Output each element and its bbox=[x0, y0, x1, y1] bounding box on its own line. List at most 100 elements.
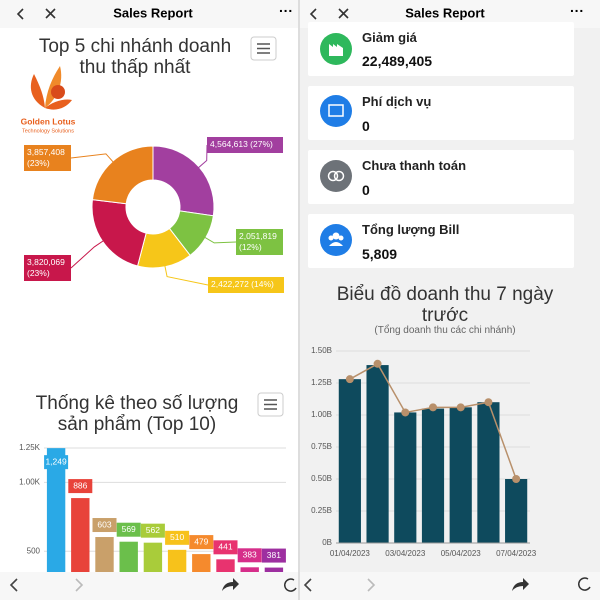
bar bbox=[143, 542, 163, 572]
x-tick-label: 03/04/2023 bbox=[385, 549, 426, 558]
label-connector bbox=[196, 144, 208, 170]
card-label: Giảm giá bbox=[362, 30, 417, 45]
data-label: 4,564,613 (27%) bbox=[207, 137, 283, 153]
chart-subtitle: (Tổng doanh thu các chi nhánh) bbox=[374, 325, 516, 336]
label-connector bbox=[70, 153, 115, 164]
data-label-box bbox=[165, 530, 190, 545]
more-button[interactable]: ··· bbox=[279, 3, 293, 19]
left-toolbar bbox=[0, 572, 298, 600]
menu-button[interactable] bbox=[257, 392, 284, 417]
data-label-box bbox=[116, 522, 141, 537]
data-label: 562 bbox=[146, 525, 160, 535]
y-tick-label: 1.50B bbox=[311, 346, 332, 355]
data-label: 603 bbox=[97, 519, 111, 529]
card-icon bbox=[320, 160, 352, 192]
x-tick-label: 05/04/2023 bbox=[441, 549, 482, 558]
label-connector bbox=[202, 235, 237, 244]
header-title: Sales Report bbox=[405, 5, 485, 20]
card bbox=[308, 214, 574, 268]
nav-forward[interactable] bbox=[75, 578, 84, 592]
data-label: 2,422,272 (14%) bbox=[208, 277, 284, 293]
y-tick-label: 0.50B bbox=[311, 474, 332, 483]
bar bbox=[505, 479, 528, 543]
y-tick-label: 1.25K bbox=[19, 443, 41, 452]
right-toolbar bbox=[300, 572, 600, 600]
y-tick-label: 0.25B bbox=[311, 506, 332, 515]
card-label: Tổng lượng Bill bbox=[362, 222, 460, 237]
bar bbox=[216, 559, 235, 572]
bar bbox=[394, 412, 417, 543]
line-point bbox=[345, 375, 354, 384]
card-label: Chưa thanh toán bbox=[362, 158, 467, 173]
card-value: 22,489,405 bbox=[362, 53, 433, 69]
reload-button[interactable] bbox=[578, 577, 591, 591]
nav-forward[interactable] bbox=[367, 578, 376, 592]
share-button[interactable] bbox=[512, 578, 529, 591]
logo-name: Golden Lotus bbox=[21, 116, 76, 126]
donut-slice bbox=[91, 145, 154, 205]
data-label-box bbox=[68, 479, 93, 494]
donut-slice bbox=[152, 145, 215, 217]
nav-back[interactable] bbox=[9, 578, 18, 592]
close-button[interactable] bbox=[45, 8, 56, 19]
logo-tagline: Technology Solutions bbox=[22, 128, 74, 134]
bar bbox=[240, 567, 259, 572]
reload-button[interactable] bbox=[284, 578, 297, 592]
data-label: 1,249 bbox=[45, 456, 67, 466]
bar bbox=[421, 408, 445, 543]
chart-title: Biểu đồ doanh thu 7 ngày trước bbox=[336, 284, 554, 326]
card-icon bbox=[320, 95, 352, 127]
data-label: 381 bbox=[267, 550, 281, 560]
label-connector bbox=[70, 239, 106, 269]
data-label: 569 bbox=[122, 524, 136, 534]
bar bbox=[119, 541, 138, 572]
data-label: 383 bbox=[243, 550, 257, 560]
y-tick-label: 1.00K bbox=[19, 478, 41, 487]
bar bbox=[477, 402, 500, 543]
bar bbox=[46, 448, 66, 572]
share-button[interactable] bbox=[222, 578, 239, 591]
bar bbox=[338, 379, 361, 543]
bar bbox=[264, 567, 284, 572]
line-point bbox=[484, 398, 493, 407]
y-tick-label: 1.00B bbox=[311, 410, 332, 419]
data-label: 510 bbox=[170, 532, 184, 542]
line-point bbox=[373, 359, 382, 368]
bar bbox=[449, 407, 472, 543]
donut-slice bbox=[91, 199, 147, 267]
card bbox=[308, 22, 574, 76]
back-button[interactable] bbox=[16, 8, 24, 20]
cards bbox=[308, 22, 574, 268]
nav-back[interactable] bbox=[303, 578, 312, 592]
data-label-box bbox=[237, 548, 262, 563]
card-label: Phí dịch vụ bbox=[362, 94, 432, 109]
chart-title: Thống kê theo số lượng sản phẩm (Top 10) bbox=[35, 393, 239, 435]
data-label: 441 bbox=[218, 542, 232, 552]
back-button[interactable] bbox=[309, 8, 317, 20]
card-value: 0 bbox=[362, 118, 370, 134]
close-button[interactable] bbox=[338, 8, 349, 19]
label-connector bbox=[163, 263, 209, 286]
card-value: 0 bbox=[362, 182, 370, 198]
card-icon bbox=[320, 224, 352, 256]
bar bbox=[71, 498, 90, 572]
data-label-box bbox=[92, 518, 117, 533]
more-button[interactable]: ··· bbox=[570, 3, 584, 19]
line-point bbox=[429, 403, 437, 412]
line-point bbox=[512, 475, 521, 483]
x-tick-label: 07/04/2023 bbox=[496, 549, 537, 558]
data-label: 3,857,408 (23%) bbox=[24, 145, 71, 171]
y-tick-label: 0B bbox=[322, 538, 332, 547]
chart-title: Top 5 chi nhánh doanh thu thấp nhất bbox=[38, 36, 232, 78]
data-label-box bbox=[140, 523, 165, 538]
data-label: 2,051,819 (12%) bbox=[236, 229, 283, 255]
bar bbox=[366, 365, 389, 543]
bar bbox=[167, 549, 187, 572]
menu-button[interactable] bbox=[250, 36, 277, 61]
logo-icon bbox=[30, 66, 72, 110]
data-label-box bbox=[261, 548, 286, 563]
line-point bbox=[401, 408, 410, 417]
card bbox=[308, 86, 574, 140]
